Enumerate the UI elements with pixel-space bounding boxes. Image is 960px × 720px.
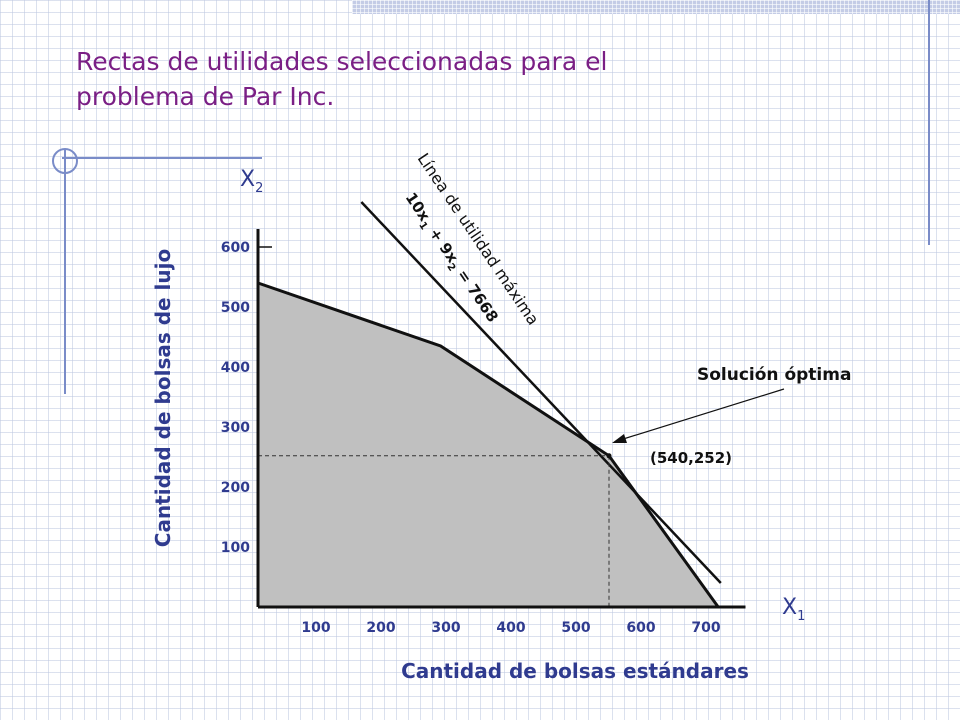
decor-vertical-line <box>64 150 66 394</box>
page-title: Rectas de utilidades seleccionadas para … <box>76 47 608 111</box>
optimal-solution-label: Solución óptima <box>697 365 851 385</box>
x-tick-label: 500 <box>561 620 590 636</box>
x-tick-labels: 100 200 300 400 500 600 700 <box>301 620 720 636</box>
x-axis-title: Cantidad de bolsas estándares <box>401 659 749 683</box>
x-tick-label: 700 <box>691 620 720 636</box>
y-axis-title: Cantidad de bolsas de lujo <box>151 249 175 547</box>
feasible-boundary <box>257 281 720 608</box>
decor-horizontal-line <box>62 157 262 159</box>
corner-pattern-block <box>352 0 960 14</box>
profit-line <box>360 201 722 584</box>
optimal-point-label: (540,252) <box>650 449 732 467</box>
x-tick-label: 400 <box>496 620 525 636</box>
y-tick-label: 300 <box>221 420 250 436</box>
y-tick-label: 100 <box>221 540 250 556</box>
x-var-label: X1 <box>782 595 805 624</box>
optimal-arrow-head <box>612 434 627 443</box>
y-tick-label: 500 <box>221 300 250 316</box>
y-tick-label: 600 <box>221 240 250 256</box>
x-tick-label: 200 <box>366 620 395 636</box>
y-tick-labels: 100 200 300 400 500 600 <box>221 240 272 556</box>
optimal-arrow-line <box>619 388 785 441</box>
feasible-region <box>258 283 719 607</box>
y-tick-label: 200 <box>221 480 250 496</box>
plot-layer <box>257 201 722 608</box>
decor-right-line <box>928 0 930 245</box>
y-var-label: X2 <box>240 167 263 196</box>
optimal-point <box>606 453 612 459</box>
x-tick-label: 600 <box>626 620 655 636</box>
x-tick-label: 300 <box>431 620 460 636</box>
y-tick-label: 400 <box>221 360 250 376</box>
x-tick-label: 100 <box>301 620 330 636</box>
decor-circle <box>52 148 78 174</box>
